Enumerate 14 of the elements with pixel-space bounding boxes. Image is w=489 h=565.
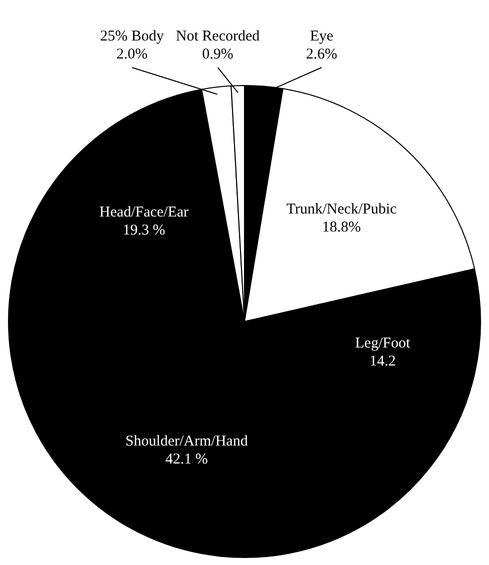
data-label: 19.3 % xyxy=(122,222,166,239)
slice-label: Trunk/Neck/Pubic xyxy=(286,201,397,218)
slice-label: 25% Body xyxy=(100,28,164,44)
slice-label: Eye xyxy=(310,28,334,44)
data-label: 2.0% xyxy=(116,46,148,62)
slice-label: Head/Face/Ear xyxy=(99,204,189,221)
data-label: 2.6% xyxy=(306,46,338,62)
data-label: 0.9% xyxy=(202,46,234,62)
data-label: 42.1 % xyxy=(165,452,208,468)
data-label: 18.8% xyxy=(322,219,361,236)
data-label: 14.2 xyxy=(370,354,396,370)
slice-label: Not Recorded xyxy=(176,28,260,44)
slice-label: Leg/Foot xyxy=(355,336,411,352)
slice-label: Shoulder/Arm/Hand xyxy=(125,434,248,450)
